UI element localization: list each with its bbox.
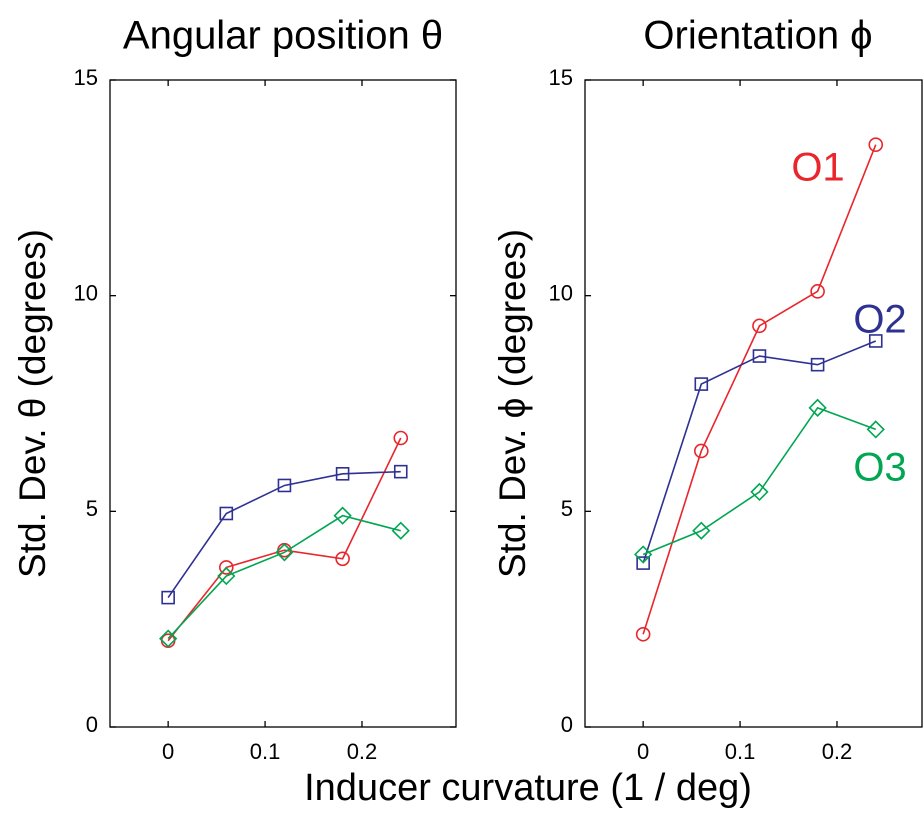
y-tick-label: 10 — [549, 280, 573, 305]
x-tick-label: 0 — [162, 739, 174, 764]
series-line — [642, 144, 877, 635]
marker-square — [277, 478, 292, 493]
marker-square — [393, 464, 408, 479]
x-tick-label: 0.2 — [347, 739, 378, 764]
series-label: O1 — [791, 146, 844, 190]
y-tick-label: 0 — [86, 712, 98, 737]
chart-title: Orientation ϕ — [643, 14, 872, 58]
marker-circle — [810, 284, 825, 299]
marker-circle — [335, 551, 350, 567]
series-label: O3 — [853, 446, 906, 490]
x-tick-label: 0 — [637, 739, 649, 764]
x-tick-label: 0.1 — [725, 739, 756, 764]
panel: Orientation ϕ Std. Dev. ϕ (degrees) 0 5 10 15… — [492, 14, 923, 764]
marker-diamond — [391, 521, 410, 540]
chart-title: Angular position θ — [123, 14, 443, 58]
marker-diamond — [217, 566, 236, 586]
series-line — [642, 406, 877, 556]
marker-circle — [219, 560, 234, 575]
series-line — [642, 340, 877, 564]
marker-square — [219, 506, 234, 521]
marker-circle — [868, 137, 884, 152]
marker-square — [161, 590, 175, 605]
series-line — [167, 514, 401, 640]
axes-box — [584, 79, 923, 728]
marker-diamond — [808, 398, 827, 417]
y-tick-label: 15 — [549, 65, 573, 90]
y-tick-label: 10 — [74, 280, 98, 305]
x-axis-label: Inducer curvature (1 / deg) — [304, 767, 752, 809]
marker-diamond — [159, 629, 178, 648]
marker-circle — [694, 443, 709, 459]
marker-square — [335, 467, 350, 481]
marker-square — [694, 377, 709, 391]
x-tick-label: 0.1 — [250, 739, 281, 764]
marker-square — [636, 556, 650, 570]
marker-circle — [752, 318, 767, 334]
marker-diamond — [866, 420, 885, 439]
y-axis-label: Std. Dev. θ (degrees) — [12, 229, 53, 578]
x-tick-label: 0.2 — [822, 739, 853, 764]
marker-square — [868, 334, 883, 348]
y-tick-label: 5 — [86, 496, 98, 521]
marker-circle — [393, 430, 409, 446]
marker-square — [752, 349, 767, 363]
marker-diamond — [333, 506, 352, 525]
panel: Angular position θ Std. Dev. θ (degrees) 0… — [12, 14, 457, 764]
series-line — [167, 437, 402, 642]
marker-diamond — [750, 482, 769, 502]
marker-diamond — [634, 545, 653, 564]
y-tick-label: 0 — [561, 712, 573, 737]
y-axis-label: Std. Dev. ϕ (degrees) — [492, 229, 533, 578]
marker-diamond — [692, 521, 711, 540]
series-line — [167, 470, 401, 599]
series-label: O2 — [853, 298, 906, 342]
y-tick-label: 5 — [561, 496, 573, 521]
marker-circle — [635, 626, 651, 642]
axes-box — [109, 79, 457, 728]
marker-square — [810, 357, 825, 372]
marker-diamond — [275, 543, 294, 562]
y-tick-label: 15 — [74, 65, 98, 90]
